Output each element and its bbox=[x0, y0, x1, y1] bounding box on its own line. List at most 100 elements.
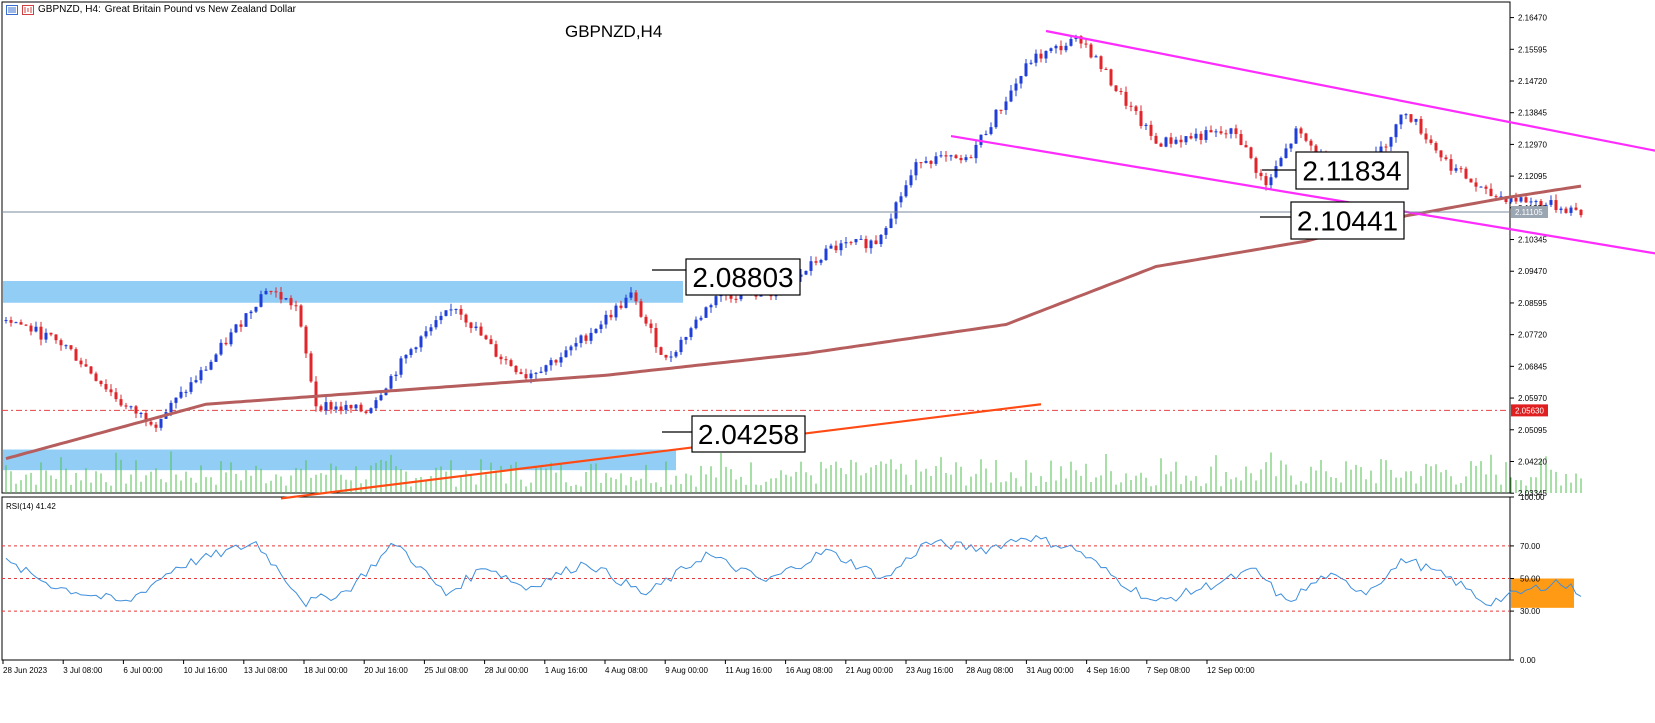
candle bbox=[369, 407, 373, 414]
candle-body bbox=[529, 373, 533, 379]
candle bbox=[364, 409, 368, 415]
rsi-tick-label: 50.00 bbox=[1520, 575, 1541, 584]
candle bbox=[1524, 196, 1528, 203]
candle-body bbox=[869, 240, 873, 249]
candle bbox=[1214, 128, 1218, 137]
candle bbox=[214, 353, 218, 362]
chart-type-icon[interactable] bbox=[22, 4, 34, 15]
candle bbox=[1184, 136, 1188, 146]
candle bbox=[199, 366, 203, 384]
time-tick-label: 1 Aug 16:00 bbox=[545, 666, 588, 675]
candle-body bbox=[419, 336, 423, 348]
candle-body bbox=[1534, 201, 1538, 203]
candle-body bbox=[359, 404, 363, 412]
candle bbox=[1004, 96, 1008, 115]
candle bbox=[1279, 156, 1283, 167]
candle-body bbox=[354, 404, 358, 409]
candle-body bbox=[424, 331, 428, 337]
candle bbox=[424, 326, 428, 339]
candle bbox=[634, 290, 638, 305]
candle-body bbox=[1184, 136, 1188, 143]
candle-body bbox=[24, 324, 28, 326]
candle-body bbox=[629, 292, 633, 298]
candle-body bbox=[324, 402, 328, 411]
candle bbox=[579, 334, 583, 348]
candle-body bbox=[269, 290, 273, 292]
candle-body bbox=[1484, 186, 1488, 189]
candle-body bbox=[624, 297, 628, 308]
candle-body bbox=[1469, 178, 1473, 183]
candle-body bbox=[654, 327, 658, 348]
candle-body bbox=[1289, 143, 1293, 149]
candle-body bbox=[174, 397, 178, 403]
candle bbox=[559, 352, 563, 367]
candle-body bbox=[494, 344, 498, 357]
candle-body bbox=[14, 322, 18, 324]
candle-body bbox=[249, 311, 253, 314]
candle-body bbox=[599, 324, 603, 329]
candle bbox=[984, 130, 988, 136]
candle-body bbox=[459, 308, 463, 315]
candle bbox=[429, 323, 433, 336]
candle-body bbox=[134, 406, 138, 414]
candle bbox=[499, 354, 503, 365]
candle-body bbox=[1514, 197, 1518, 202]
candle-body bbox=[614, 305, 618, 318]
candle-body bbox=[659, 347, 663, 355]
candle bbox=[899, 192, 903, 208]
candle-body bbox=[674, 352, 678, 357]
chart-menu-icon[interactable] bbox=[6, 4, 18, 15]
candle bbox=[19, 319, 23, 325]
candle-body bbox=[484, 335, 488, 340]
candle-body bbox=[1404, 114, 1408, 116]
candle-body bbox=[1024, 63, 1028, 77]
candle-body bbox=[809, 261, 813, 271]
candle-body bbox=[994, 109, 998, 128]
candle-body bbox=[1424, 133, 1428, 140]
candle bbox=[924, 156, 928, 164]
candle-body bbox=[984, 133, 988, 135]
candle-body bbox=[339, 406, 343, 411]
candle-body bbox=[1094, 56, 1098, 58]
price-tick-label: 2.07720 bbox=[1518, 331, 1547, 340]
candle-body bbox=[1269, 177, 1273, 186]
candle bbox=[1439, 150, 1443, 162]
candle bbox=[274, 287, 278, 298]
current-price-tag-label: 2.11105 bbox=[1515, 208, 1543, 217]
candle-body bbox=[1254, 158, 1258, 173]
candle bbox=[189, 377, 193, 395]
candle bbox=[629, 287, 633, 301]
candle-body bbox=[594, 328, 598, 333]
candle bbox=[929, 159, 933, 169]
candle bbox=[519, 368, 523, 375]
candle-body bbox=[479, 326, 483, 336]
candle bbox=[59, 338, 63, 351]
candle bbox=[209, 359, 213, 371]
candle-body bbox=[29, 325, 33, 332]
candle-body bbox=[1489, 188, 1493, 197]
candle-body bbox=[1164, 137, 1168, 147]
candle-body bbox=[1419, 118, 1423, 134]
candle bbox=[1139, 105, 1143, 129]
candle bbox=[179, 386, 183, 400]
candle-body bbox=[144, 412, 148, 422]
candle-body bbox=[1249, 147, 1253, 159]
candle-body bbox=[894, 202, 898, 219]
candle bbox=[419, 335, 423, 352]
candle bbox=[904, 180, 908, 198]
candle-body bbox=[634, 292, 638, 302]
candle bbox=[1094, 54, 1098, 58]
candle bbox=[584, 333, 588, 345]
rsi-label: RSI(14) 41.42 bbox=[6, 502, 56, 511]
candle bbox=[664, 354, 668, 361]
candle bbox=[1299, 126, 1303, 138]
candle bbox=[1194, 128, 1198, 142]
candle bbox=[639, 298, 643, 318]
candle-body bbox=[874, 240, 878, 245]
candle bbox=[259, 290, 263, 308]
candle bbox=[1169, 132, 1173, 148]
candle bbox=[1444, 154, 1448, 161]
candle bbox=[1454, 164, 1458, 173]
candlesticks bbox=[4, 34, 1583, 432]
candle bbox=[1114, 85, 1118, 93]
